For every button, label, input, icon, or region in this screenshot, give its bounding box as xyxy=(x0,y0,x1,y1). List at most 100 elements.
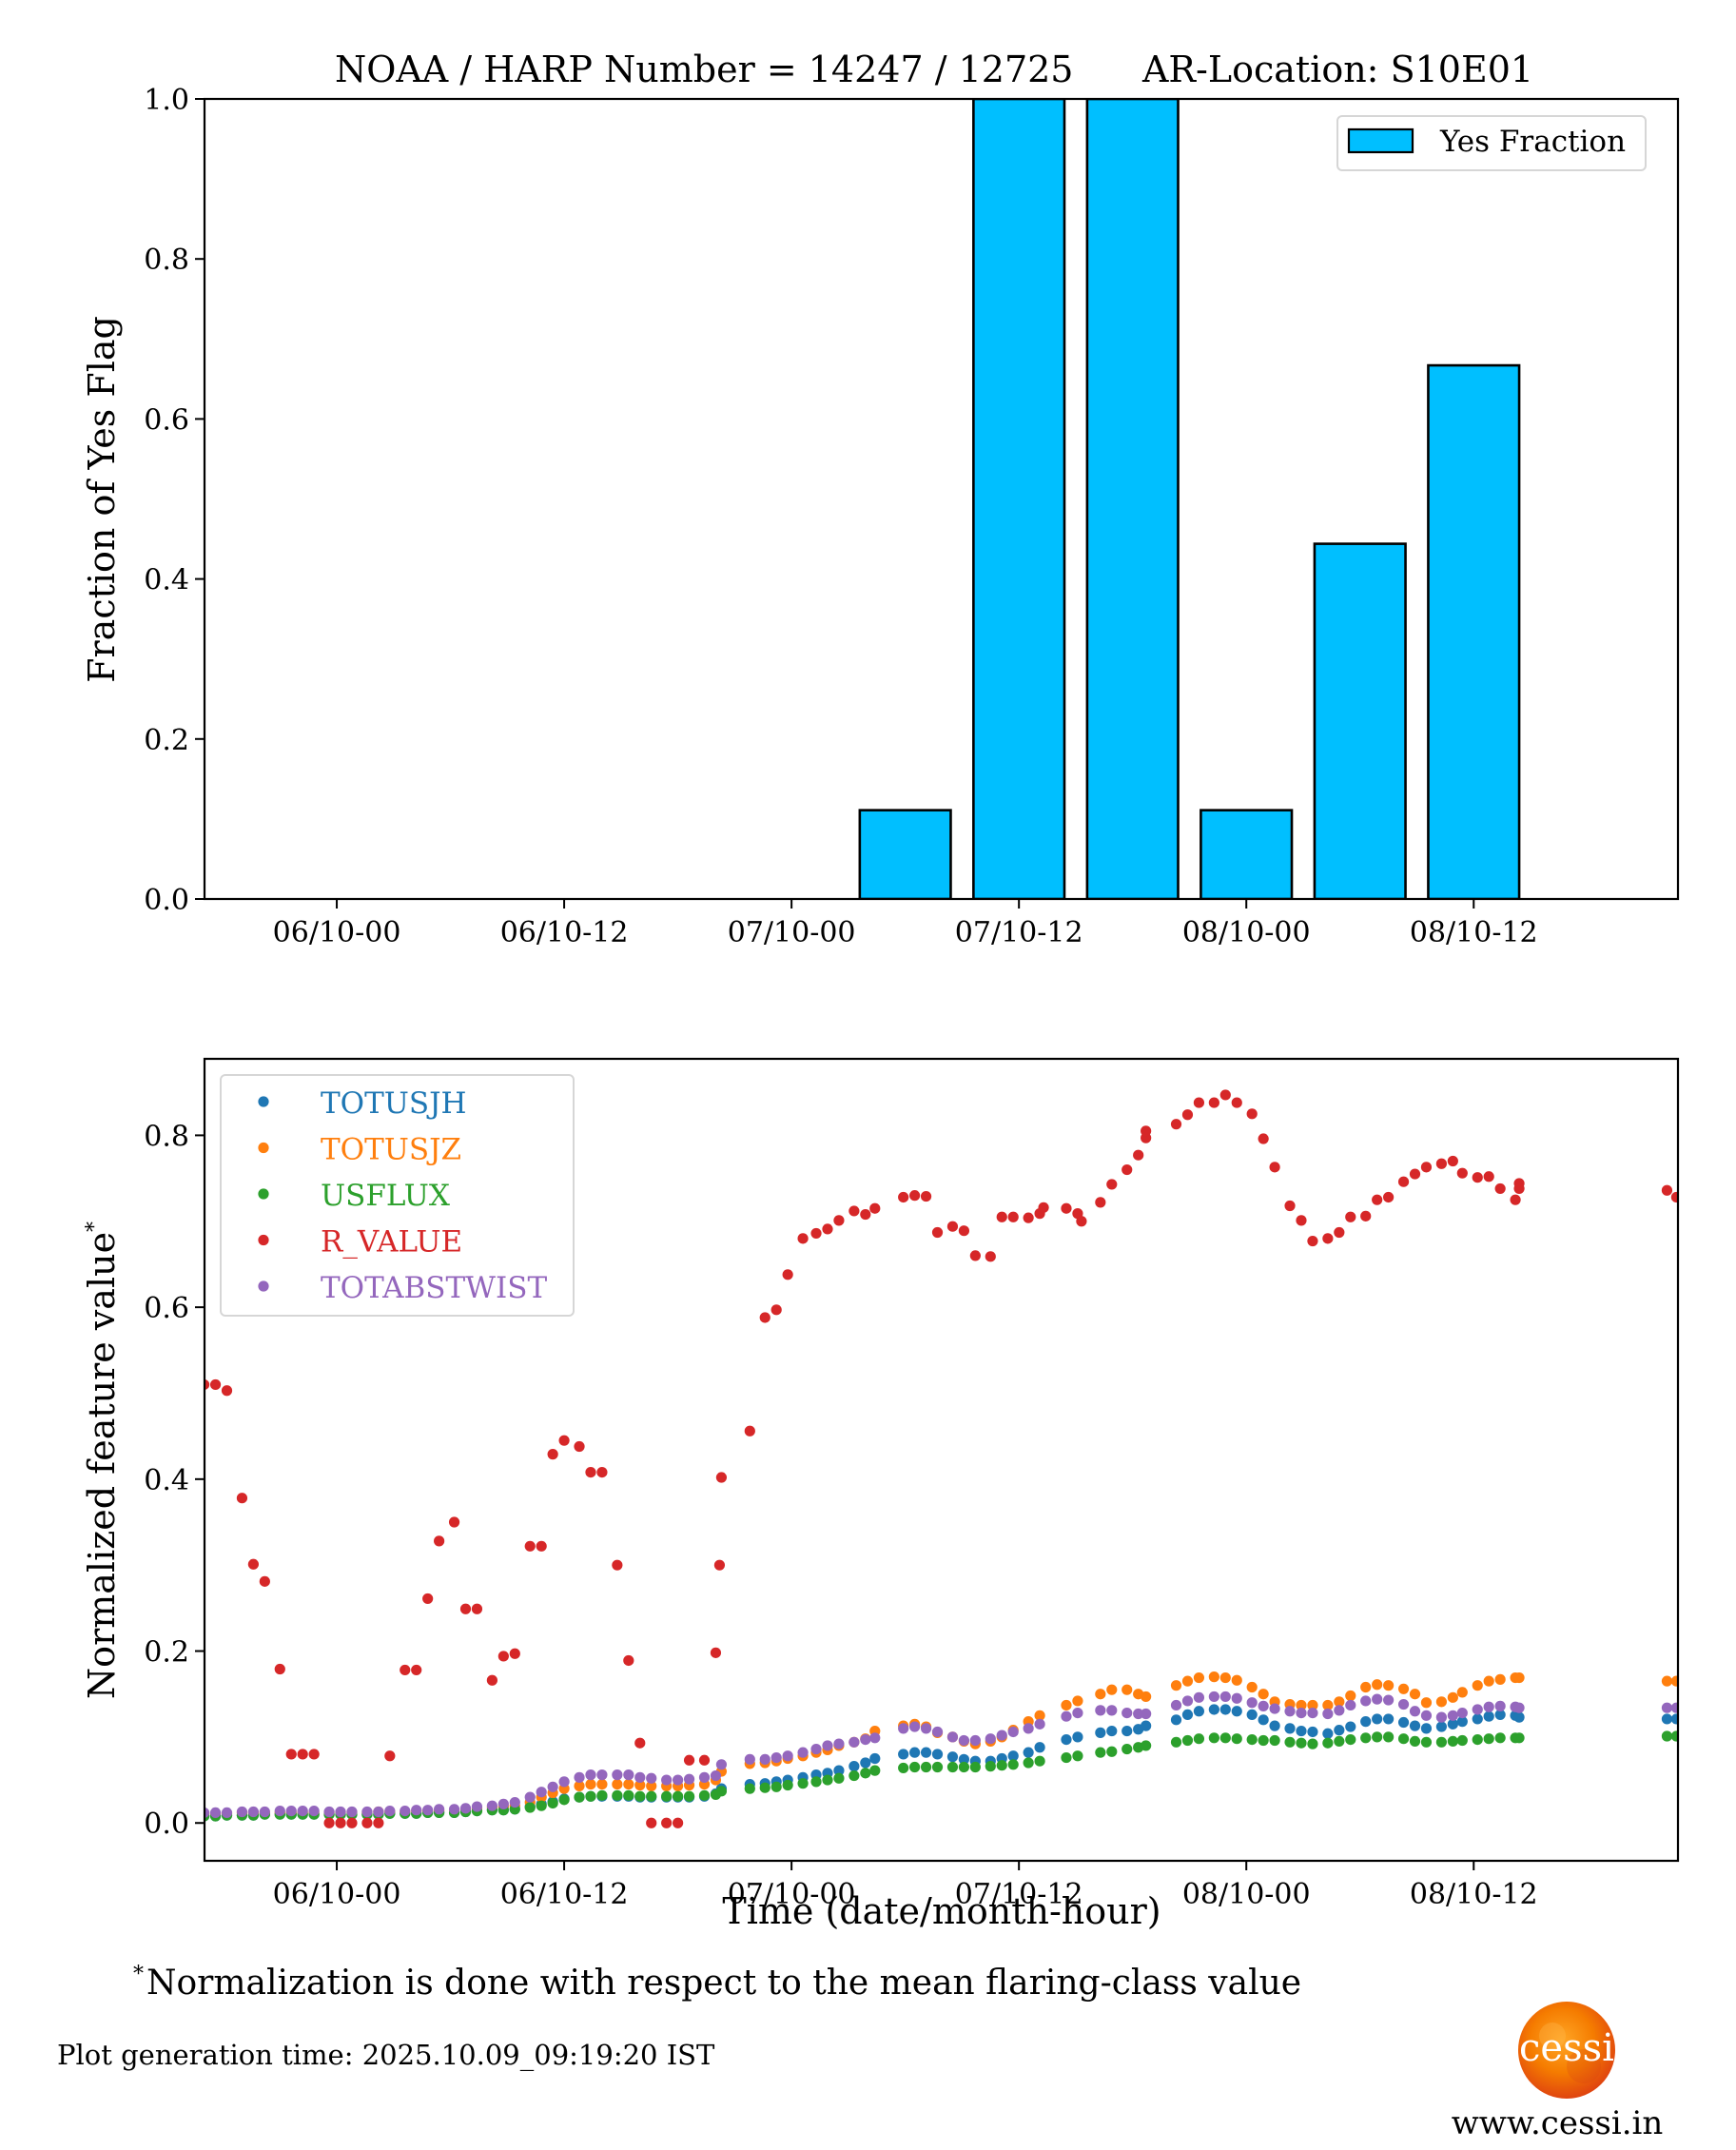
data-point xyxy=(1122,1725,1133,1737)
data-point xyxy=(1435,1158,1447,1169)
data-point xyxy=(471,1801,483,1812)
data-point xyxy=(1494,1182,1506,1195)
data-point xyxy=(1345,1734,1356,1746)
data-point xyxy=(958,1734,970,1747)
bar-08-10-06 xyxy=(1313,542,1407,899)
x-tick-label: 08/10-12 xyxy=(1410,916,1538,949)
data-point xyxy=(1246,1108,1258,1120)
data-point xyxy=(1447,1718,1458,1730)
y-tick-label: 0.6 xyxy=(144,403,189,437)
data-point xyxy=(612,1559,623,1571)
data-point xyxy=(1258,1714,1269,1726)
data-point xyxy=(1181,1695,1194,1707)
data-point xyxy=(1334,1735,1345,1748)
data-point xyxy=(1397,1733,1410,1745)
data-point xyxy=(536,1540,547,1552)
legend-label-totusjh: TOTUSJH xyxy=(321,1086,467,1121)
data-point xyxy=(1296,1737,1307,1749)
data-point xyxy=(1307,1726,1318,1738)
data-point xyxy=(810,1743,822,1755)
data-point xyxy=(1345,1690,1356,1702)
data-point xyxy=(946,1221,959,1232)
data-point xyxy=(1219,1732,1231,1744)
data-point xyxy=(1193,1706,1205,1717)
data-point xyxy=(1334,1226,1345,1239)
sun-texture xyxy=(1567,2049,1601,2083)
data-point xyxy=(1231,1692,1242,1704)
data-point xyxy=(1307,1235,1318,1247)
data-point xyxy=(759,1782,770,1793)
data-point xyxy=(1409,1689,1421,1700)
data-point xyxy=(1076,1216,1087,1227)
data-point xyxy=(297,1749,308,1760)
top-y-axis-label: Fraction of Yes Flag xyxy=(81,316,123,683)
data-point xyxy=(810,1776,822,1788)
data-point xyxy=(1372,1693,1383,1705)
data-point xyxy=(1258,1700,1269,1711)
data-point xyxy=(1095,1747,1106,1758)
y-tick-label: 0.8 xyxy=(144,244,189,277)
data-point xyxy=(574,1771,585,1783)
bar-07-10-12 xyxy=(972,99,1066,899)
data-point xyxy=(1513,1702,1525,1713)
data-point xyxy=(486,1674,497,1686)
data-point xyxy=(1345,1699,1356,1711)
data-point xyxy=(1269,1734,1280,1747)
data-point xyxy=(1296,1725,1307,1737)
data-point xyxy=(623,1789,634,1801)
data-point xyxy=(1322,1233,1334,1244)
data-point xyxy=(1472,1680,1483,1691)
data-point xyxy=(1181,1109,1194,1121)
data-point xyxy=(335,1817,346,1828)
legend-marker-totusjh xyxy=(258,1096,269,1107)
data-point xyxy=(1397,1176,1410,1187)
legend-marker-usflux xyxy=(258,1188,269,1200)
top-axes-frame xyxy=(203,97,1680,901)
data-point xyxy=(909,1761,921,1773)
data-point xyxy=(634,1737,646,1749)
data-point xyxy=(931,1226,944,1239)
data-point xyxy=(1670,1702,1678,1713)
data-point xyxy=(759,1753,770,1765)
y-tick-label: 0.0 xyxy=(144,1808,189,1841)
data-point xyxy=(898,1749,909,1760)
data-point xyxy=(1072,1707,1083,1719)
data-point xyxy=(524,1540,536,1552)
data-point xyxy=(898,1191,909,1203)
legend-box xyxy=(1336,115,1647,171)
data-point xyxy=(1420,1697,1433,1709)
legend-label-yes-fraction: Yes Fraction xyxy=(1439,125,1626,159)
data-point xyxy=(822,1774,833,1786)
data-point xyxy=(574,1440,585,1453)
cessi-logo: cessi xyxy=(1518,2002,1615,2099)
data-point xyxy=(634,1779,646,1791)
data-point xyxy=(1670,1730,1678,1742)
data-point xyxy=(1409,1706,1421,1717)
data-point xyxy=(810,1227,822,1240)
data-point xyxy=(373,1806,384,1818)
data-point xyxy=(710,1769,722,1782)
data-point xyxy=(1447,1735,1458,1748)
website-link[interactable]: www.cessi.in xyxy=(1452,2104,1664,2142)
data-point xyxy=(1023,1723,1034,1734)
data-point xyxy=(1122,1707,1133,1719)
data-point xyxy=(612,1789,623,1801)
data-point xyxy=(1447,1155,1458,1167)
data-point xyxy=(1231,1706,1242,1717)
data-point xyxy=(848,1736,860,1748)
data-point xyxy=(434,1804,445,1815)
data-point xyxy=(1420,1710,1433,1721)
data-point xyxy=(1258,1734,1269,1747)
data-point xyxy=(1106,1684,1118,1695)
data-point xyxy=(612,1778,623,1790)
data-point xyxy=(1397,1716,1410,1729)
data-point xyxy=(274,1805,285,1817)
data-point xyxy=(1420,1736,1433,1748)
data-point xyxy=(1383,1694,1395,1706)
data-point xyxy=(958,1753,970,1765)
data-point xyxy=(713,1559,726,1571)
data-point xyxy=(920,1747,932,1758)
data-point xyxy=(596,1769,608,1781)
data-point xyxy=(1307,1738,1318,1749)
data-point xyxy=(434,1535,445,1547)
